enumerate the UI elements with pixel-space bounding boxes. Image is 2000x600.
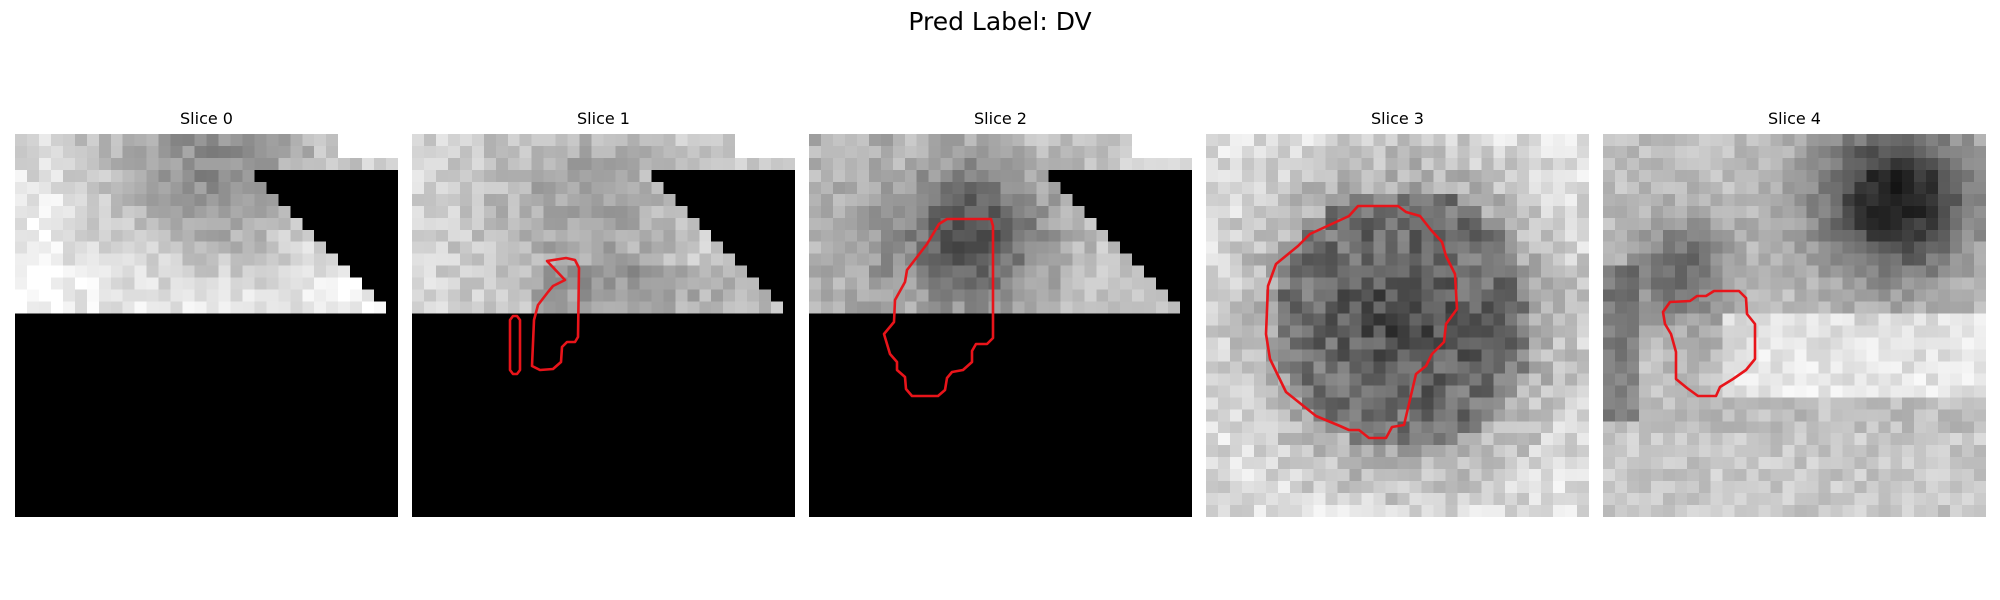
slice-image bbox=[809, 134, 1192, 517]
slice-image bbox=[15, 134, 398, 517]
slice-image bbox=[1603, 134, 1986, 517]
slice-title: Slice 2 bbox=[974, 109, 1027, 128]
slice-image bbox=[1206, 134, 1589, 517]
slice-title: Slice 4 bbox=[1768, 109, 1821, 128]
slice-title: Slice 1 bbox=[577, 109, 630, 128]
slice-title: Slice 3 bbox=[1371, 109, 1424, 128]
figure-title: Pred Label: DV bbox=[908, 7, 1092, 36]
slice-title: Slice 0 bbox=[180, 109, 233, 128]
slice-image bbox=[412, 134, 795, 517]
